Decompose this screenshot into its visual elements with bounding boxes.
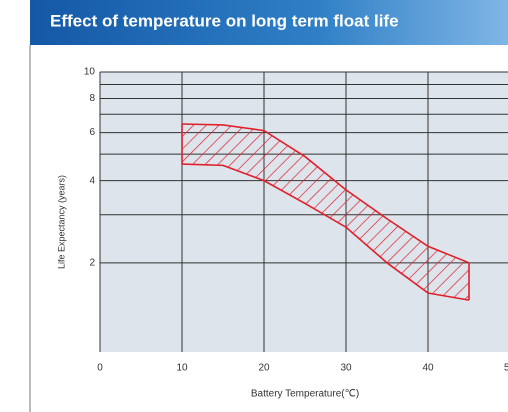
x-axis-label: Battery Temperature(℃) <box>251 389 359 400</box>
band-edge <box>181 123 470 264</box>
banner <box>30 0 508 45</box>
x-tick-label: 40 <box>422 363 434 374</box>
band-edge <box>181 163 470 301</box>
x-tick-label: 10 <box>176 363 188 374</box>
x-tick-label: 50 <box>504 363 508 374</box>
band-fill <box>182 123 469 301</box>
plot-area <box>100 72 508 352</box>
y-tick-label: 8 <box>89 93 95 104</box>
x-tick-label: 0 <box>97 363 103 374</box>
y-tick-label: 2 <box>89 257 95 268</box>
y-tick-label: 10 <box>84 67 96 78</box>
y-axis-label: Life Expectancy (years) <box>56 175 66 269</box>
y-tick-label: 4 <box>89 175 95 186</box>
x-tick-label: 30 <box>340 363 352 374</box>
x-tick-label: 20 <box>258 363 270 374</box>
chart-title: Effect of temperature on long term float… <box>50 11 399 30</box>
y-tick-label: 6 <box>89 127 95 138</box>
